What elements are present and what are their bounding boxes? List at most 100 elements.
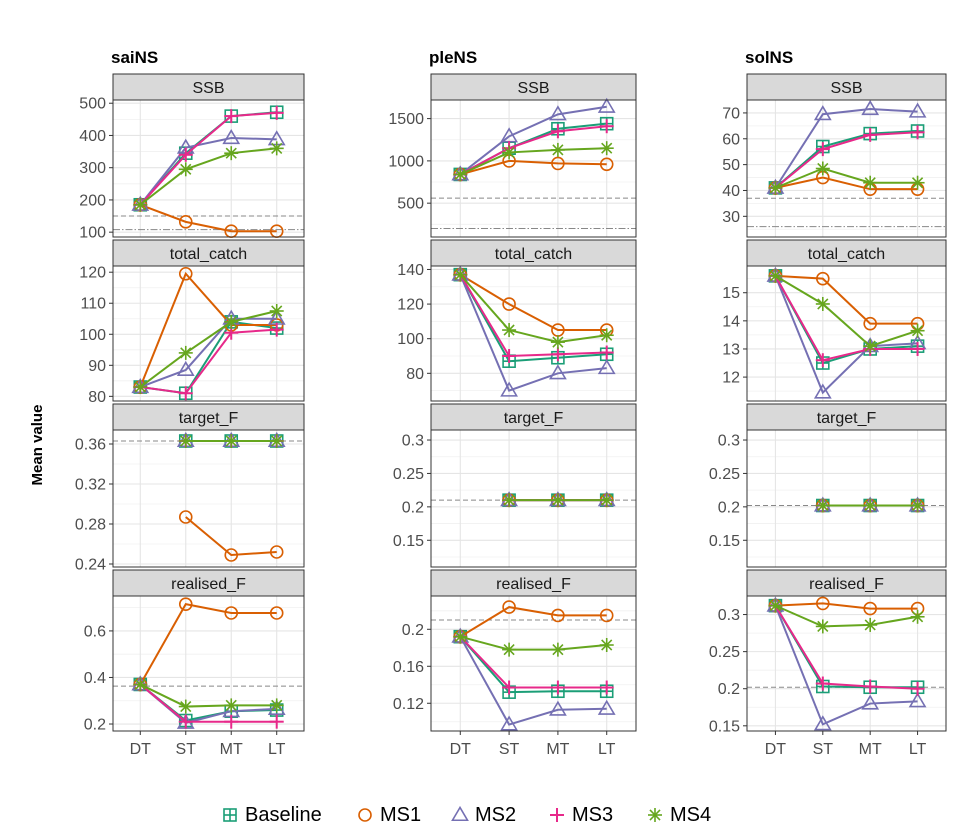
- series-line-MS2: [459, 105, 607, 176]
- legend-item-MS4: MS4: [648, 804, 711, 826]
- y-tick-label: 0.25: [709, 466, 740, 483]
- legend-label-MS4: MS4: [670, 804, 711, 826]
- series-line-MS4: [774, 274, 918, 348]
- point-MS4-DT: [453, 267, 468, 282]
- y-tick-label: 1500: [388, 111, 424, 128]
- y-tick-label: 0.24: [75, 557, 106, 574]
- legend-item-MS2: MS2: [451, 804, 516, 826]
- legend-key-MS4: [648, 808, 662, 822]
- y-tick-label: 100: [79, 327, 106, 344]
- series-line-MS3: [139, 111, 277, 206]
- y-tick-label: 0.25: [393, 466, 424, 483]
- point-MS1-MT: [863, 601, 877, 616]
- series-line-MS3: [774, 605, 918, 690]
- y-tick-label: 0.15: [393, 533, 424, 550]
- panel-border: [112, 265, 305, 402]
- legend-key-MS3: [550, 808, 564, 822]
- panel-pleNS-SSB: SSB 500 1000 1500: [388, 73, 637, 238]
- point-MS4-LT: [269, 304, 284, 318]
- point-MS3-ST: [178, 714, 193, 729]
- series-line-MS4: [139, 310, 277, 388]
- point-MS4-LT: [269, 698, 284, 713]
- point-MS2-ST: [813, 383, 832, 399]
- panel-strip-label: target_F: [179, 410, 239, 427]
- point-MS2-ST: [500, 715, 518, 731]
- point-MS4-DT: [768, 268, 783, 283]
- series-line-MS4: [139, 683, 277, 708]
- point-MS3-MT: [550, 680, 565, 695]
- point-MS3-LT: [599, 119, 614, 134]
- series-line-MS1: [139, 603, 277, 685]
- point-MS1-LT: [599, 608, 614, 623]
- point-MS3-ST: [178, 147, 193, 162]
- panel-strip: [430, 73, 637, 101]
- plot-background: [431, 430, 636, 567]
- point-MS4-MT: [550, 642, 565, 657]
- panel-border: [430, 429, 637, 568]
- y-axis-label: Mean value: [29, 405, 46, 486]
- point-MS4-MT: [863, 498, 878, 513]
- panel-pleNS-target_F: target_F 0.15 0.2 0.25 0.3: [393, 403, 637, 568]
- x-tick-label: DT: [765, 741, 787, 758]
- point-MS3-ST: [815, 142, 830, 157]
- point-MS2-ST: [176, 360, 195, 377]
- x-tick-label: DT: [450, 741, 472, 758]
- panel-pleNS-total_catch: total_catch 80 100 120 140: [397, 239, 637, 402]
- plot-background: [113, 100, 304, 237]
- point-MS4-DT: [133, 677, 148, 692]
- panel-solNS-realised_F: realised_F 0.15 0.2 0.25 0.3 DT ST MT LT: [709, 569, 947, 758]
- y-tick-label: 0.3: [718, 607, 740, 624]
- point-MS3-LT: [910, 125, 925, 140]
- x-tick-label: LT: [909, 741, 927, 758]
- y-tick-label: 90: [88, 358, 106, 375]
- point-MS3-LT: [910, 681, 925, 696]
- y-tick-label: 50: [722, 157, 740, 174]
- panel-strip: [746, 569, 947, 597]
- panel-strip-label: target_F: [504, 410, 564, 427]
- panel-border: [430, 595, 637, 732]
- point-MS4-ST: [815, 296, 830, 311]
- point-MS2-ST: [500, 381, 518, 397]
- series-line-Baseline: [459, 274, 607, 363]
- point-MS4-LT: [910, 609, 925, 624]
- point-MS3-MT: [550, 124, 565, 139]
- y-tick-label: 0.3: [718, 433, 740, 450]
- legend: Baseline MS1 MS2 MS3 MS4: [223, 804, 711, 826]
- series-line-MS1: [775, 602, 918, 610]
- point-MS4-MT: [224, 698, 239, 713]
- point-MS4-LT: [599, 141, 614, 156]
- point-MS4-ST: [178, 434, 193, 448]
- point-MS2-MT: [222, 128, 241, 145]
- y-tick-label: 400: [79, 128, 106, 145]
- point-MS2-MT: [861, 694, 880, 710]
- point-MS1-ST: [178, 215, 193, 229]
- stock-title-pleNS: pleNS: [429, 48, 477, 67]
- stock-title-saiNS: saiNS: [111, 48, 158, 67]
- panels: saiNS pleNS solNS SSB 100 200 300 400 500 total_c…: [75, 48, 947, 758]
- series-line-MS3: [774, 275, 918, 362]
- point-MS4-ST: [815, 161, 830, 176]
- panel-strip: [430, 239, 637, 267]
- point-MS3-MT: [863, 127, 878, 142]
- point-MS1-LT: [269, 545, 284, 559]
- point-MS3-ST: [815, 353, 830, 368]
- legend-key-MS2: [451, 805, 469, 822]
- panel-strip: [430, 403, 637, 431]
- point-MS2-LT: [597, 359, 616, 375]
- point-MS1-ST: [178, 266, 193, 281]
- series-line-Baseline: [459, 636, 607, 694]
- point-MS1-MT: [224, 548, 239, 562]
- panel-border: [112, 429, 305, 568]
- series-line-MS1: [775, 176, 918, 191]
- series-line-MS4: [775, 604, 918, 628]
- x-tick-label: ST: [176, 741, 197, 758]
- point-MS1-ST: [816, 596, 830, 611]
- y-tick-label: 0.2: [718, 499, 740, 516]
- point-MS2-MT: [549, 105, 567, 121]
- y-tick-label: 0.2: [402, 622, 424, 639]
- y-tick-label: 300: [79, 160, 106, 177]
- panel-solNS-target_F: target_F 0.15 0.2 0.25 0.3: [709, 403, 947, 568]
- legend-item-Baseline: Baseline: [223, 804, 322, 826]
- point-MS4-ST: [178, 345, 193, 360]
